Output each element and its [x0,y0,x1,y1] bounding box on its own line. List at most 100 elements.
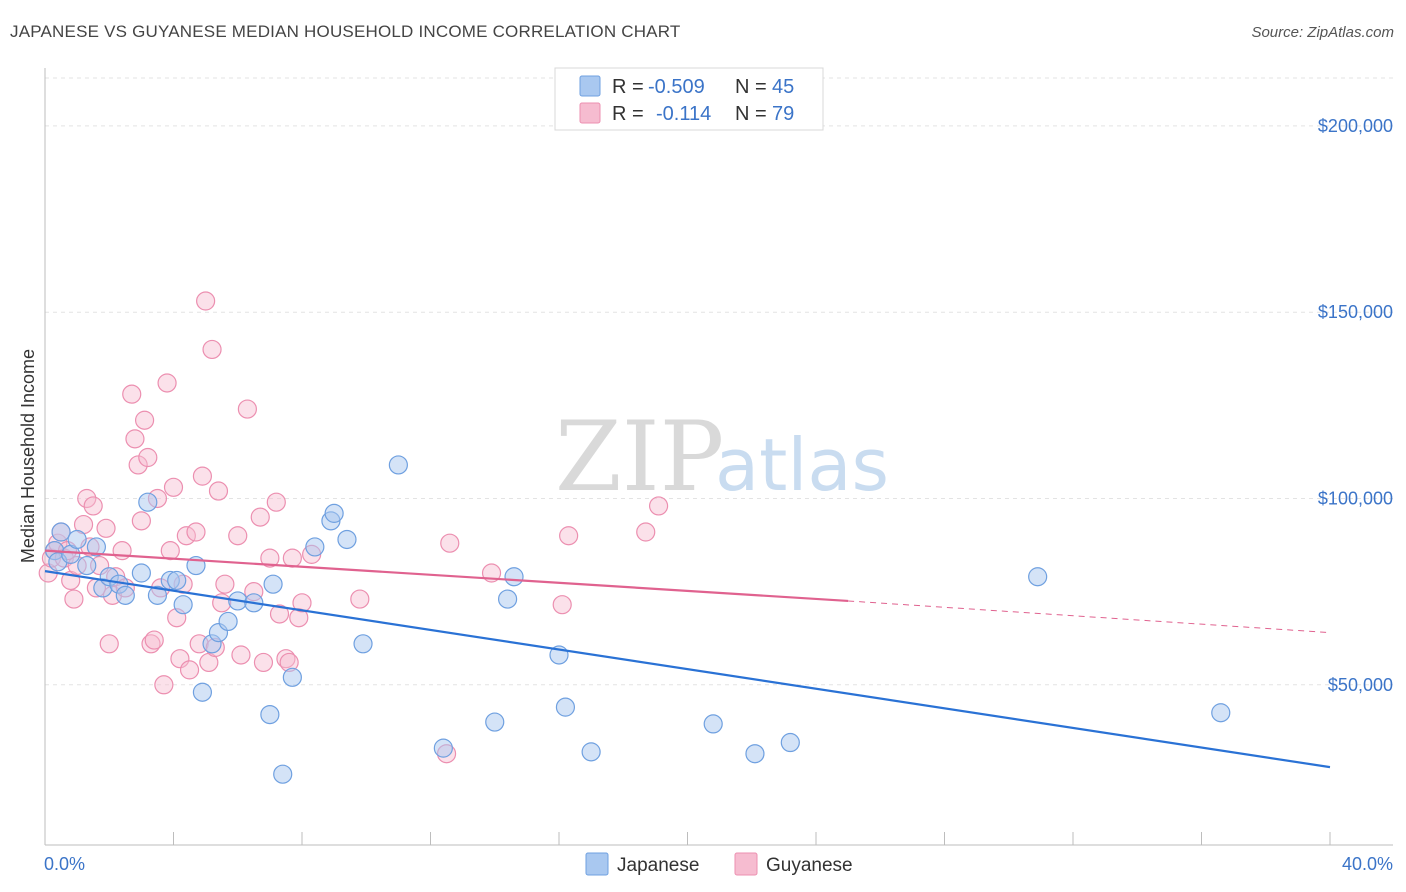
guyanese-point [154,675,174,695]
guyanese-point [64,589,84,609]
guyanese-point [192,466,213,486]
japanese-point [167,570,187,591]
japanese-point [273,764,293,784]
guyanese-points [38,291,669,764]
legend-r-label-japanese: R = [612,76,644,98]
watermark-zip: ZIP [555,401,724,513]
bottom-legend-guyanese: Guyanese [766,855,853,876]
guyanese-point [208,481,229,501]
guyanese-point [276,649,296,669]
guyanese-point [77,488,97,509]
japanese-point [498,589,518,609]
japanese-point [581,742,601,762]
guyanese-point [648,496,669,516]
series-legend: Japanese Guyanese [585,852,853,876]
legend-swatch-japanese [579,75,601,97]
guyanese-point [253,652,274,673]
guyanese-point [350,589,370,609]
guyanese-point [282,548,302,568]
guyanese-point [157,373,177,393]
guyanese-point [96,518,116,538]
y-tick-label: $200,000 [1318,116,1393,136]
japanese-point [131,563,151,583]
bottom-swatch-guyanese [734,852,758,876]
japanese-point [86,537,107,557]
japanese-point [263,574,283,594]
guyanese-point [215,574,235,594]
legend-n-value-guyanese: 79 [772,103,794,125]
japanese-point [433,738,453,758]
guyanese-point [83,496,103,516]
japanese-point [1211,703,1231,723]
japanese-point [260,704,280,725]
guyanese-point [196,291,216,311]
guyanese-point [138,447,158,468]
guyanese-point [552,595,572,615]
y-tick-label: $150,000 [1318,302,1393,322]
guyanese-point [125,429,145,449]
y-tick-label: $50,000 [1328,675,1393,695]
japanese-point [337,529,357,550]
guyanese-point [559,526,579,546]
japanese-point [353,634,373,654]
japanese-point [173,595,193,615]
japanese-point [703,714,723,734]
japanese-points [45,455,1231,784]
guyanese-point [134,410,155,430]
guyanese-point [131,511,151,531]
guyanese-point [186,522,206,542]
japanese-point [115,585,135,605]
legend-n-value-japanese: 45 [772,76,794,98]
guyanese-point [636,522,656,542]
watermark-atlas: atlas [715,423,889,507]
japanese-point [218,611,238,632]
japanese-point [192,682,213,702]
legend-r-label-guyanese: R = [612,103,644,125]
japanese-point [305,537,325,557]
correlation-legend: R = -0.509 N = 45 R = -0.114 N = 79 [554,67,824,131]
guyanese-point [237,399,257,419]
y-axis-label: Median Household Income [18,349,38,563]
japanese-point [324,503,344,523]
japanese-trend-line [44,570,1331,769]
japanese-point [51,522,71,542]
japanese-point [780,732,800,753]
japanese-point [504,567,524,587]
guyanese-point [231,645,251,665]
japanese-point [67,529,87,550]
guyanese-trend-line [44,549,849,603]
guyanese-point [292,593,312,613]
guyanese-point [289,608,309,628]
guyanese-point [122,384,142,404]
japanese-point [282,667,302,687]
guyanese-point [99,634,119,654]
legend-n-label-guyanese: N = [735,103,767,125]
guyanese-point [144,630,164,650]
x-tick-label: 0.0% [44,854,85,874]
japanese-point [147,585,168,605]
chart-title: JAPANESE VS GUYANESE MEDIAN HOUSEHOLD IN… [10,22,681,41]
axes [44,68,1393,846]
source-credit: Source: ZipAtlas.com [1251,24,1394,41]
y-tick-label: $100,000 [1318,488,1393,508]
guyanese-trend-extension [848,600,1331,634]
legend-swatch-guyanese [579,102,601,124]
guyanese-point [228,526,248,546]
japanese-point [1028,567,1048,587]
guyanese-point [179,660,200,680]
x-tick-labels: 0.0% 40.0% [44,854,1393,874]
guyanese-point [269,604,290,624]
bottom-legend-japanese: Japanese [617,855,699,876]
guyanese-point [160,541,180,561]
x-tick-label: 40.0% [1342,854,1393,874]
legend-r-value-japanese: -0.509 [648,76,705,98]
japanese-point [745,744,765,764]
guyanese-point [163,477,184,497]
guyanese-point [440,533,460,553]
legend-n-label-japanese: N = [735,76,767,98]
japanese-point [77,555,97,576]
japanese-point [388,455,408,475]
guyanese-point [202,339,222,360]
japanese-point [138,492,158,512]
